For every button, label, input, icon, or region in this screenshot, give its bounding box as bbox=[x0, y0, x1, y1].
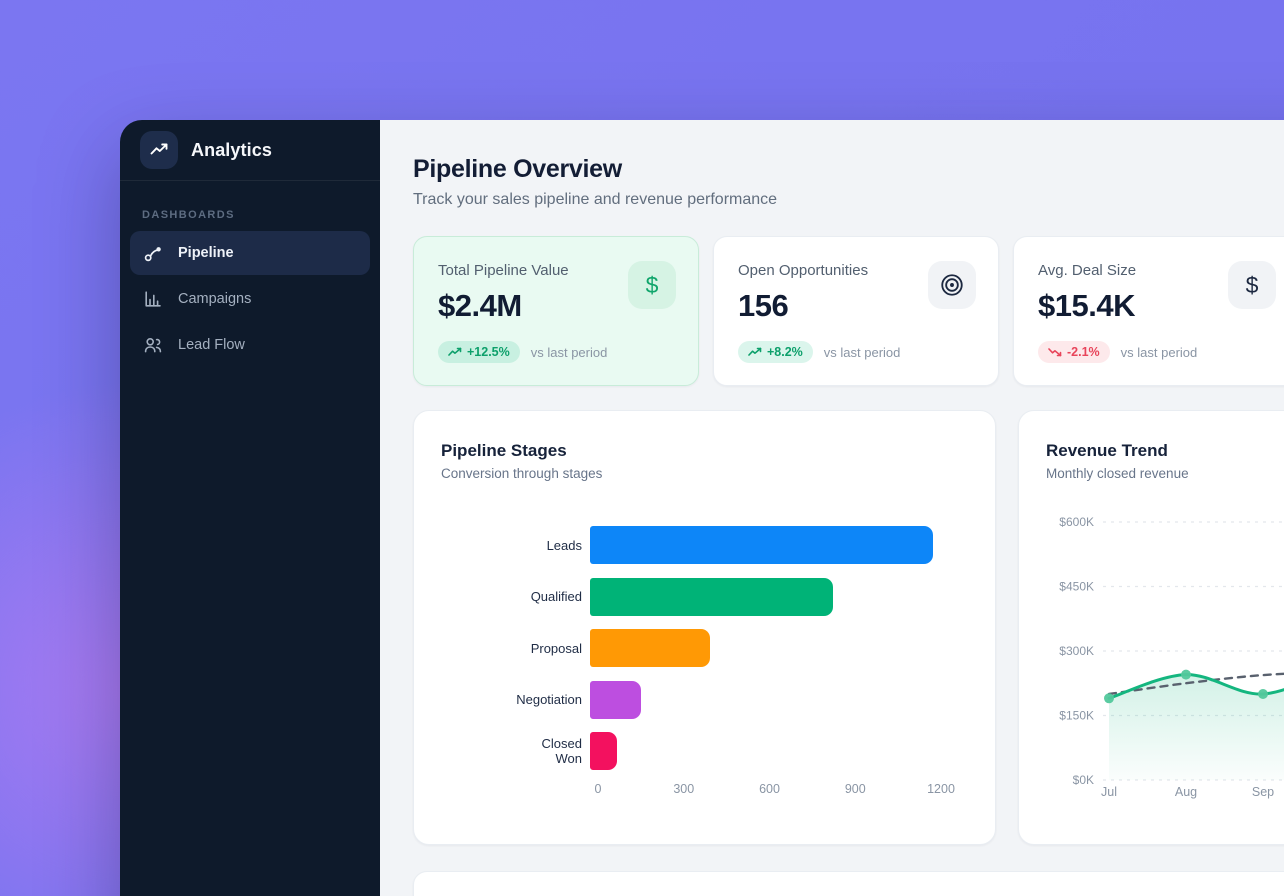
sidebar-item-campaigns[interactable]: Campaigns bbox=[130, 277, 370, 321]
trending-up-icon bbox=[448, 347, 462, 357]
x-axis-tick: 300 bbox=[673, 782, 695, 796]
stat-icon-bubble: $ bbox=[1228, 261, 1276, 309]
app-name: Analytics bbox=[191, 139, 272, 160]
sidebar-item-label: Campaigns bbox=[178, 291, 252, 307]
stat-card-avg-deal-size: Avg. Deal Size $15.4K -2.1% vs last peri… bbox=[1013, 236, 1284, 386]
data-point-jul[interactable] bbox=[1104, 693, 1114, 704]
main-content: Pipeline Overview Track your sales pipel… bbox=[380, 120, 1284, 896]
bar-category-label: Closed Won bbox=[541, 736, 582, 766]
change-badge: +8.2% bbox=[738, 341, 813, 363]
target-icon bbox=[939, 272, 965, 298]
x-axis-tick: 0 bbox=[594, 782, 602, 796]
chart-title: Pipeline Stages bbox=[441, 441, 567, 460]
x-axis-label: Aug bbox=[1175, 785, 1197, 799]
stat-value: $15.4K bbox=[1038, 288, 1135, 323]
sidebar: Analytics DASHBOARDS Pipeline bbox=[120, 120, 380, 896]
sidebar-item-label: Pipeline bbox=[178, 245, 234, 261]
sidebar-item-label: Lead Flow bbox=[178, 337, 245, 353]
dollar-icon: $ bbox=[645, 271, 659, 298]
stat-icon-bubble bbox=[928, 261, 976, 309]
y-axis-label: $600K bbox=[1059, 515, 1094, 529]
bar-proposal[interactable] bbox=[590, 629, 711, 667]
stat-icon-bubble: $ bbox=[628, 261, 676, 309]
data-point-aug[interactable] bbox=[1181, 669, 1191, 680]
bar-row: Negotiation bbox=[441, 680, 968, 719]
stat-label: Total Pipeline Value bbox=[438, 262, 569, 279]
sidebar-section-label: DASHBOARDS bbox=[142, 209, 235, 221]
bar-track bbox=[590, 732, 933, 770]
comparison-label: vs last period bbox=[530, 344, 608, 360]
sidebar-header: Analytics bbox=[120, 120, 380, 181]
dollar-icon: $ bbox=[1245, 271, 1259, 298]
bar-chart: Leads Qualified Proposal Negotiation Closed W… bbox=[441, 526, 968, 770]
y-axis-label: $150K bbox=[1059, 709, 1094, 723]
bar-qualified[interactable] bbox=[590, 577, 833, 616]
stat-card-total-pipeline-value: Total Pipeline Value $2.4M +12.5% vs las… bbox=[413, 236, 699, 386]
trend-dashed-line bbox=[1107, 672, 1284, 696]
app-window: Analytics DASHBOARDS Pipeline bbox=[120, 120, 1284, 896]
x-axis-tick: 900 bbox=[844, 782, 866, 796]
y-axis-label: $0K bbox=[1073, 773, 1094, 787]
bar-category-label: Negotiation bbox=[516, 692, 582, 707]
bar-row: Qualified bbox=[441, 577, 968, 616]
trending-down-icon bbox=[1048, 347, 1062, 357]
sidebar-item-pipeline[interactable]: Pipeline bbox=[130, 231, 370, 275]
app-logo bbox=[140, 131, 178, 169]
bar-track bbox=[590, 680, 933, 719]
route-icon bbox=[143, 243, 163, 263]
chart-subtitle: Monthly closed revenue bbox=[1046, 466, 1189, 481]
bar-track bbox=[590, 629, 933, 667]
y-axis-label: $450K bbox=[1059, 580, 1094, 594]
sidebar-item-lead-flow[interactable]: Lead Flow bbox=[130, 323, 370, 367]
bar-category-label: Leads bbox=[546, 537, 582, 553]
bar-chart-icon bbox=[143, 289, 163, 309]
change-badge: +12.5% bbox=[438, 341, 520, 363]
stat-value: $2.4M bbox=[438, 288, 522, 323]
chart-subtitle: Conversion through stages bbox=[441, 466, 603, 481]
comparison-label: vs last period bbox=[823, 344, 901, 360]
bar-leads[interactable] bbox=[590, 526, 933, 564]
x-axis-tick: 600 bbox=[759, 782, 780, 796]
stat-cards-row: Total Pipeline Value $2.4M +12.5% vs las… bbox=[413, 236, 1284, 386]
bar-row: Proposal bbox=[441, 629, 968, 667]
stat-label: Open Opportunities bbox=[738, 262, 869, 279]
bar-category-label: Proposal bbox=[530, 640, 582, 656]
trending-up-icon bbox=[149, 140, 169, 160]
trending-up-icon bbox=[748, 347, 762, 357]
pipeline-stages-card: Pipeline Stages Conversion through stage… bbox=[413, 410, 996, 845]
bar-category-label: Qualified bbox=[530, 589, 582, 604]
revenue-line bbox=[1107, 673, 1284, 700]
bar-track bbox=[590, 577, 933, 616]
bar-row: Closed Won bbox=[441, 732, 968, 770]
sidebar-nav: Pipeline Campaigns bbox=[120, 231, 380, 367]
bar-row: Leads bbox=[441, 526, 968, 564]
y-axis-label: $300K bbox=[1059, 644, 1094, 658]
chart-title: Revenue Trend bbox=[1046, 441, 1168, 460]
users-icon bbox=[143, 335, 163, 355]
revenue-line-chart: $600K $450K $300K $150K $0K Jul Aug Sep bbox=[1059, 515, 1284, 799]
comparison-label: vs last period bbox=[1120, 344, 1198, 360]
stat-card-open-opportunities: Open Opportunities 156 +8.2% vs last per… bbox=[713, 236, 999, 386]
bar-chart-x-axis: 0 300 600 900 1200 bbox=[594, 782, 955, 802]
stat-label: Avg. Deal Size bbox=[1038, 262, 1137, 279]
partial-card-bottom bbox=[413, 871, 1284, 896]
data-point-sep[interactable] bbox=[1258, 689, 1268, 699]
x-axis-label: Sep bbox=[1252, 785, 1274, 799]
x-axis-label: Jul bbox=[1101, 785, 1117, 799]
change-badge: -2.1% bbox=[1038, 341, 1110, 363]
bar-track bbox=[590, 526, 933, 564]
bar-closed-won[interactable] bbox=[590, 732, 618, 770]
area-fill bbox=[1109, 674, 1284, 780]
page-title: Pipeline Overview bbox=[413, 155, 622, 183]
stat-value: 156 bbox=[738, 288, 789, 323]
revenue-trend-card: $600K $450K $300K $150K $0K Jul Aug Sep Revenue… bbox=[1018, 410, 1284, 845]
x-axis-tick: 1200 bbox=[927, 782, 955, 796]
bar-negotiation[interactable] bbox=[590, 680, 642, 719]
charts-row: Pipeline Stages Conversion through stage… bbox=[413, 410, 1284, 845]
page-subtitle: Track your sales pipeline and revenue pe… bbox=[413, 191, 778, 208]
